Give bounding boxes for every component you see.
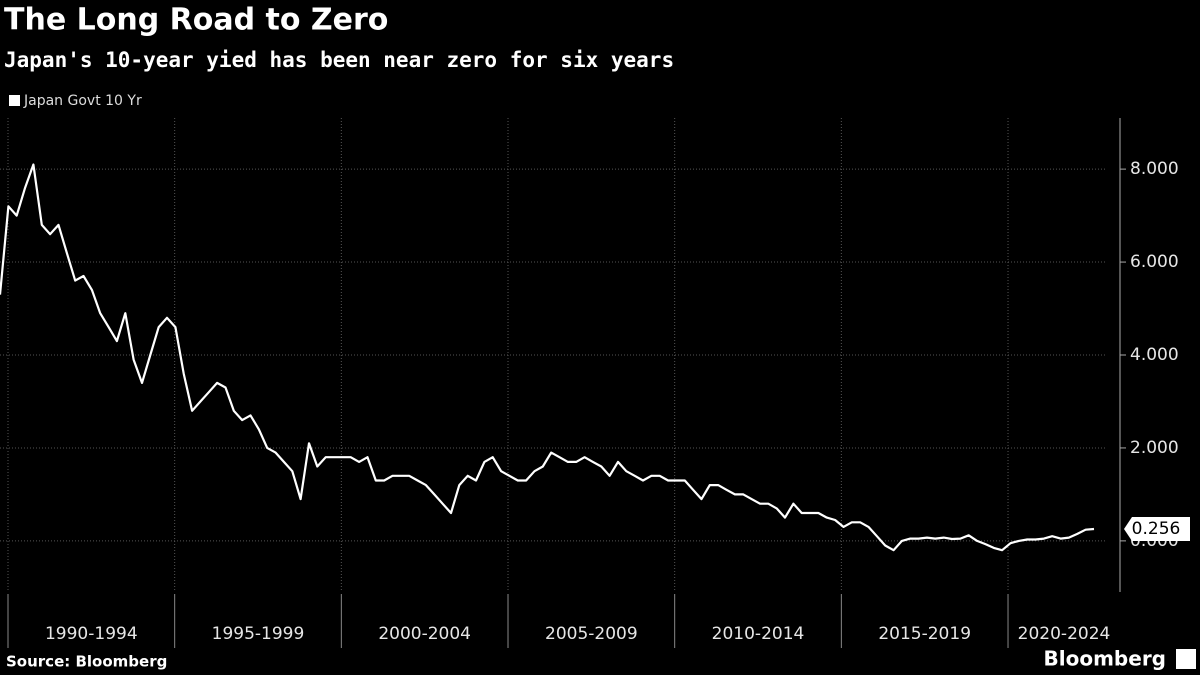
logo: Bloomberg [1044,647,1166,671]
x-tick-label: 1990-1994 [45,624,138,644]
last-value-box [1124,516,1190,541]
y-tick-label: 6.000 [1130,252,1179,272]
line-series [0,163,1095,552]
chart-title: The Long Road to Zero [4,3,388,38]
x-tick-label: 1995-1999 [212,624,305,644]
x-tick-label: 2010-2014 [712,624,805,644]
x-tick-label: 2020-2024 [1018,624,1111,644]
logo-icon [1176,649,1196,669]
x-tick-label: 2000-2004 [378,624,471,644]
y-tick-label: 4.000 [1130,345,1179,365]
x-tick-label: 2005-2009 [545,624,638,644]
y-tick-label: 2.000 [1130,438,1179,458]
chart-subtitle: Japan's 10-year yied has been near zero … [4,48,674,72]
y-tick-label: 8.000 [1130,159,1179,179]
source: Source: Bloomberg [6,653,167,671]
x-tick-label: 2015-2019 [878,624,971,644]
legend-swatch [9,95,20,106]
last-value-label: 0.256 [1132,519,1181,539]
legend-label: Japan Govt 10 Yr [23,93,142,109]
